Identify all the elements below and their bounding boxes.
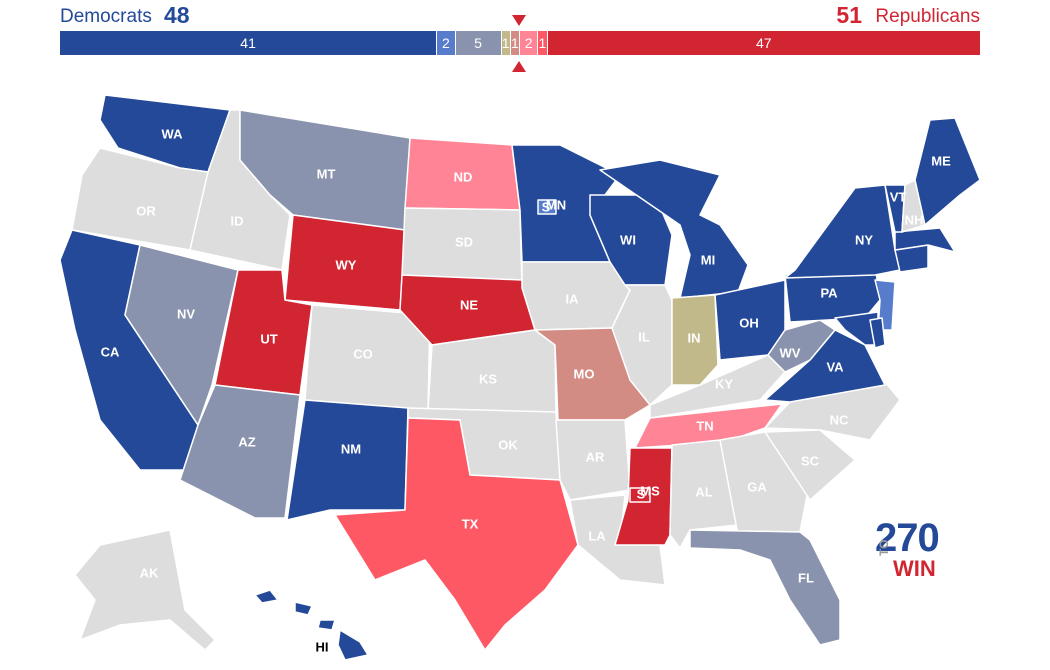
label-CA: CA [101, 344, 120, 359]
label-AR: AR [586, 449, 605, 464]
label-KS: KS [479, 371, 497, 386]
logo-win: WIN [893, 556, 936, 581]
bar-segment-7: 47 [547, 31, 980, 55]
logo-to: TO [877, 539, 891, 556]
state-DE[interactable] [869, 317, 886, 349]
state-MA[interactable] [894, 227, 956, 253]
label-NV: NV [177, 306, 195, 321]
state-TX[interactable] [334, 417, 579, 651]
label-ME: ME [931, 153, 951, 168]
label-MT: MT [317, 166, 336, 181]
bar-segment-6: 1 [538, 31, 548, 55]
label-CO: CO [353, 346, 373, 361]
state-NV[interactable] [124, 244, 239, 426]
label-VT: VT [890, 189, 907, 204]
bar-segment-1: 2 [437, 31, 456, 55]
label-WA: WA [162, 126, 184, 141]
state-MI[interactable] [599, 159, 749, 299]
bar-segment-2: 5 [455, 31, 502, 55]
label-MI: MI [701, 252, 715, 267]
state-AK[interactable] [74, 529, 216, 651]
state-NY[interactable] [784, 184, 901, 279]
bar-segment-5: 2 [519, 31, 539, 55]
logo-270: 270 [875, 516, 940, 560]
label-AL: AL [695, 484, 712, 499]
bar-segment-3: 1 [501, 31, 511, 55]
democrats-total: 48 [164, 2, 190, 28]
label-NY: NY [855, 232, 873, 247]
bar-segment-4: 1 [510, 31, 520, 55]
label-MS-special: S [637, 486, 646, 501]
label-IN: IN [688, 330, 701, 345]
label-GA: GA [747, 479, 767, 494]
label-OR: OR [136, 203, 156, 218]
republicans-total: 51 [836, 2, 862, 28]
senate-header: Democrats 48 51 Republicans [60, 2, 980, 30]
state-NM[interactable] [286, 399, 409, 521]
state-KS[interactable] [427, 329, 557, 413]
state-FL[interactable] [689, 529, 841, 646]
state-MD[interactable] [834, 311, 879, 346]
label-IL: IL [638, 329, 650, 344]
seat-balance-bar: 41 2 5 1 1 2 1 47 [60, 31, 980, 55]
label-HI: HI [316, 639, 329, 654]
label-MS: MS [640, 483, 660, 498]
state-ME[interactable] [914, 117, 981, 226]
label-PA: PA [820, 285, 838, 300]
label-MO: MO [574, 366, 595, 381]
label-TN: TN [696, 418, 713, 433]
special-marker-MN [537, 199, 557, 215]
label-AK: AK [140, 565, 159, 580]
democrats-label: Democrats [60, 6, 152, 27]
label-ND: ND [454, 169, 473, 184]
state-WV[interactable] [767, 319, 836, 373]
label-MN-special: S [542, 199, 551, 214]
bar-segment-0: 41 [60, 31, 438, 55]
label-NM: NM [341, 441, 361, 456]
label-OK: OK [498, 437, 518, 452]
label-NE: NE [460, 297, 478, 312]
state-NJ[interactable] [874, 279, 896, 331]
label-LA: LA [588, 528, 606, 543]
270towin-logo: 270 TO WIN [873, 516, 943, 582]
state-SC[interactable] [764, 429, 856, 501]
label-IA: IA [566, 291, 580, 306]
label-KY: KY [715, 376, 733, 391]
label-AZ: AZ [238, 434, 255, 449]
majority-marker-bottom [512, 61, 526, 72]
label-SC: SC [801, 453, 820, 468]
state-AR[interactable] [555, 419, 631, 501]
label-FL: FL [798, 570, 814, 585]
state-AZ[interactable] [179, 384, 301, 519]
republicans-label: Republicans [875, 6, 980, 27]
label-VA: VA [826, 359, 844, 374]
label-SD: SD [455, 234, 473, 249]
label-NC: NC [830, 412, 849, 427]
label-NH: NH [905, 212, 924, 227]
majority-marker-top [512, 15, 526, 26]
label-TX: TX [462, 516, 479, 531]
state-IN[interactable] [671, 294, 719, 386]
label-UT: UT [260, 331, 277, 346]
label-OH: OH [739, 315, 759, 330]
special-marker-MS [629, 487, 651, 503]
label-MN: MN [546, 197, 566, 212]
label-ID: ID [231, 213, 244, 228]
label-WY: WY [336, 257, 357, 272]
label-WV: WV [780, 345, 801, 360]
state-HI[interactable] [254, 589, 369, 661]
label-WI: WI [620, 232, 636, 247]
